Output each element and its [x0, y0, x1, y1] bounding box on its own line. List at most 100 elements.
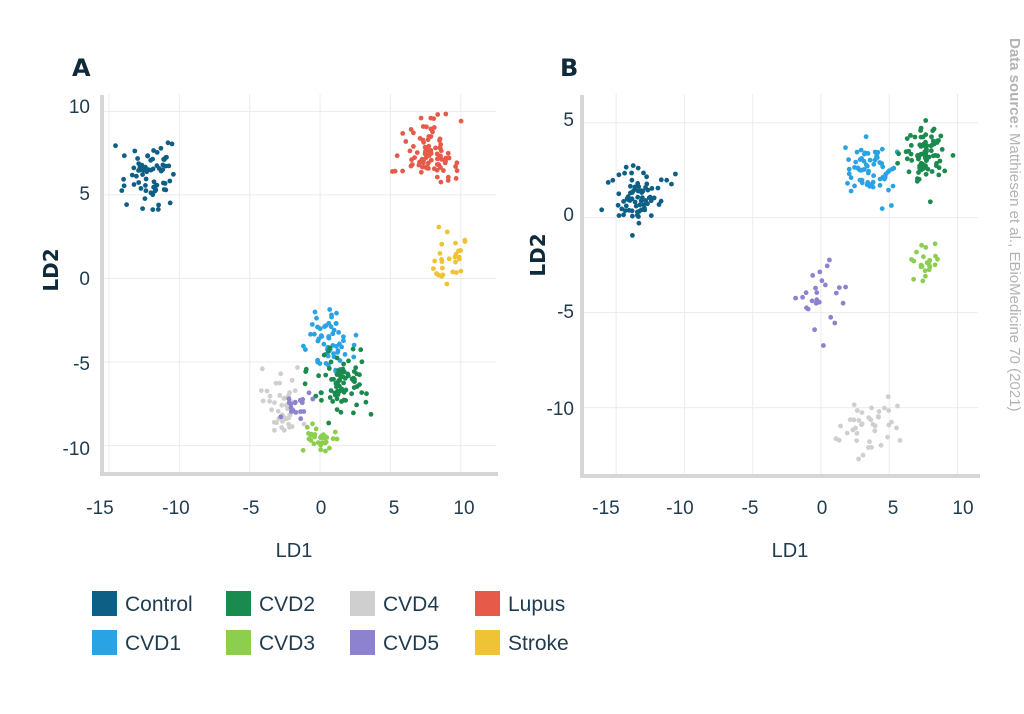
panel-a-point-cvd3: [300, 447, 306, 453]
panel-a-point-control: [145, 153, 151, 159]
panel-a-points: [113, 111, 468, 454]
panel-b-x-title: LD1: [772, 540, 809, 562]
panel-a-point-cvd3: [323, 448, 328, 454]
panel-a-point-control: [163, 163, 169, 169]
legend-item-cvd3: CVD3: [226, 630, 315, 655]
panel-a-point-stroke: [431, 266, 436, 271]
panel-a-point-lupus: [443, 111, 449, 117]
legend-label-cvd3: CVD3: [259, 632, 315, 655]
panel-b-point-cvd2: [926, 154, 932, 160]
panel-a-grid: [102, 94, 496, 474]
panel-b-point-control: [644, 174, 649, 180]
panel-b-point-cvd1: [871, 173, 876, 179]
panel-b-point-cvd1: [880, 174, 886, 180]
panel-b-point-control: [658, 198, 664, 204]
panel-a-y-title: LD2: [39, 248, 63, 291]
panel-b-point-control: [658, 177, 664, 183]
panel-b-point-cvd5: [810, 273, 816, 278]
panel-a-point-cvd4: [271, 419, 277, 425]
panel-a-point-stroke: [444, 281, 450, 287]
panel-a-point-stroke: [440, 265, 445, 271]
panel-b-point-cvd2: [942, 168, 948, 174]
panel-a-x-title: LD1: [276, 540, 313, 562]
panel-b-point-cvd4: [885, 434, 890, 440]
panel-a-point-cvd2: [341, 361, 346, 367]
panel-b-point-control: [610, 177, 616, 183]
panel-b-point-cvd1: [853, 159, 859, 165]
panel-b-point-cvd2: [930, 138, 936, 144]
panel-a-point-stroke: [437, 251, 443, 256]
panel-b-y-ticks: 5 0 -5 -10: [547, 110, 574, 420]
panel-a-point-control: [171, 171, 176, 177]
panel-a-point-lupus: [408, 126, 414, 132]
panel-b-point-cvd4: [870, 422, 876, 427]
panel-a-point-cvd2: [334, 407, 340, 412]
panel-a-point-control: [131, 182, 137, 187]
panel-a-point-cvd1: [341, 338, 346, 344]
legend-item-lupus: Lupus: [475, 591, 565, 616]
panel-b-point-cvd5: [827, 257, 832, 263]
panel-b-point-cvd3: [911, 276, 916, 282]
data-source-bold: Data source:: [1006, 38, 1023, 129]
panel-a-point-control: [160, 167, 166, 173]
panel-a-point-cvd1: [334, 343, 339, 349]
panel-b-point-cvd2: [929, 134, 934, 140]
panel-a-point-stroke: [434, 271, 439, 276]
panel-b-point-cvd2: [938, 133, 944, 139]
panel-a-point-cvd4: [287, 390, 292, 395]
panel-a-point-control: [151, 148, 157, 153]
panel-b-point-cvd2: [927, 199, 933, 205]
panel-b-point-cvd2: [895, 160, 900, 166]
panel-b-point-cvd4: [854, 431, 860, 436]
panel-b-point-cvd4: [847, 417, 853, 422]
panel-b-point-control: [621, 199, 626, 204]
panel-a-point-cvd2: [357, 382, 362, 387]
panel-b-point-cvd5: [814, 290, 820, 295]
panel-b-point-cvd4: [876, 414, 881, 420]
panel-b-point-cvd4: [836, 437, 842, 443]
panel-b-point-control: [616, 213, 622, 219]
panel-a-point-cvd4: [267, 398, 272, 404]
legend-swatch-control: [92, 591, 117, 616]
panel-a-point-control: [167, 200, 173, 206]
panel-a-point-lupus: [435, 112, 441, 117]
panel-a-point-cvd1: [325, 353, 331, 359]
panel-a-point-lupus: [431, 116, 437, 121]
panel-a-point-lupus: [426, 160, 431, 166]
panel-b-point-cvd4: [856, 456, 861, 462]
panel-b-x-tick: 10: [952, 498, 973, 519]
panel-b-point-cvd4: [851, 417, 857, 423]
panel-a-point-cvd3: [327, 445, 332, 451]
panel-b-point-cvd3: [923, 245, 929, 250]
data-source-text: Matthiesen et al., EBioMedicine 70 (2021…: [1006, 129, 1023, 412]
panel-a-point-cvd3: [306, 431, 311, 436]
panel-b-point-control: [641, 170, 646, 176]
panel-b-y-tick: 5: [563, 110, 574, 131]
legend-swatch-cvd3: [226, 630, 251, 655]
panel-a-point-cvd4: [264, 388, 270, 394]
panel-b-point-cvd2: [933, 153, 938, 158]
panel-a-point-cvd3: [312, 432, 318, 437]
data-source: Data source: Matthiesen et al., EBioMedi…: [1006, 38, 1023, 412]
panel-a-point-stroke: [444, 229, 450, 235]
panel-a-point-lupus: [423, 150, 428, 156]
panel-b-point-cvd2: [923, 171, 929, 177]
panel-b-point-cvd5: [812, 327, 817, 333]
panel-a-point-lupus: [414, 150, 420, 156]
panel-a-point-cvd2: [329, 377, 334, 382]
panel-a-point-cvd4: [279, 425, 285, 430]
panel-a-point-control: [124, 202, 129, 208]
panel-b-point-cvd2: [906, 169, 912, 175]
panel-b-point-cvd1: [854, 149, 860, 155]
panel-a-point-lupus: [394, 153, 400, 159]
panel-a-point-cvd4: [277, 393, 283, 398]
panel-b-point-control: [625, 197, 631, 202]
panel-a-point-cvd1: [329, 314, 334, 320]
panel-a-point-cvd2: [319, 397, 324, 403]
panel-a-point-control: [154, 150, 160, 155]
panel-b-point-cvd4: [856, 418, 862, 423]
panel-a-point-control: [169, 141, 175, 147]
panel-a-x-tick: -15: [86, 498, 113, 519]
panel-a-point-control: [119, 188, 125, 194]
panel-b-point-control: [630, 189, 636, 195]
